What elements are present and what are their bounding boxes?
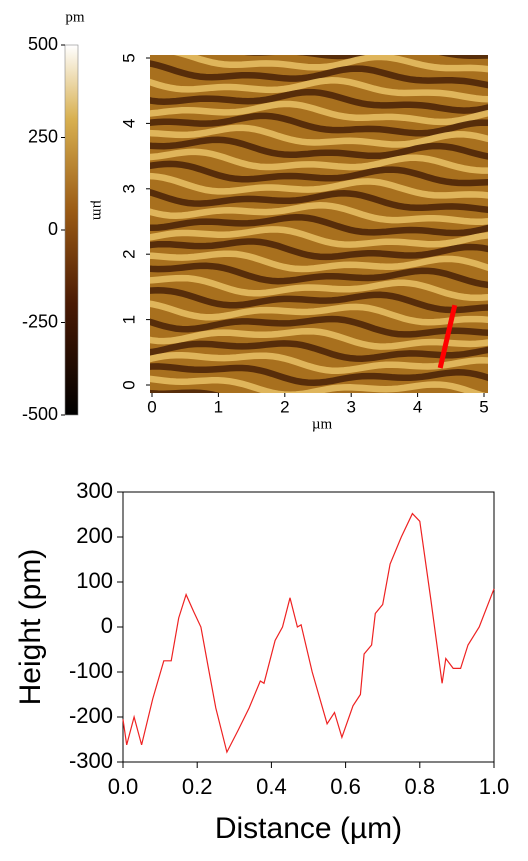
afm-stripe bbox=[150, 124, 488, 148]
y-tick-label: 1 bbox=[119, 315, 138, 324]
colorbar-tick-label: -500 bbox=[22, 404, 58, 424]
afm-stripe bbox=[150, 250, 488, 273]
y-tick-label: 5 bbox=[119, 53, 138, 62]
afm-stripe bbox=[173, 55, 488, 73]
x-tick-label: 1 bbox=[214, 397, 223, 416]
afm-stripe bbox=[150, 160, 488, 187]
afm-stripe bbox=[150, 363, 488, 387]
afm-stripe bbox=[150, 262, 488, 289]
colorbar-tick-label: 500 bbox=[28, 34, 58, 54]
afm-stripe bbox=[150, 112, 488, 137]
y-tick-label: 100 bbox=[76, 568, 113, 593]
y-tick-label: 300 bbox=[76, 478, 113, 503]
x-axis-label: Distance (µm) bbox=[215, 812, 402, 845]
plot-frame bbox=[122, 491, 495, 763]
afm-stripe bbox=[150, 202, 488, 225]
colorbar-tick-label: 0 bbox=[48, 219, 58, 239]
afm-stripe bbox=[150, 274, 488, 301]
afm-stripe bbox=[150, 375, 486, 393]
x-tick-label: 0 bbox=[147, 397, 156, 416]
y-axis-label: Height (pm) bbox=[14, 549, 47, 706]
data-line bbox=[122, 512, 495, 754]
colorbar-unit: pm bbox=[65, 9, 85, 25]
x-tick-label: 1.0 bbox=[479, 774, 510, 799]
colorbar bbox=[64, 44, 79, 416]
afm-stripe bbox=[150, 226, 488, 248]
afm-stripe bbox=[150, 100, 488, 126]
x-tick-label: 4 bbox=[413, 397, 422, 416]
y-tick-label: -300 bbox=[69, 748, 113, 773]
afm-stripe bbox=[150, 60, 488, 89]
x-tick-label: 0.6 bbox=[330, 774, 361, 799]
y-tick-label: -200 bbox=[69, 703, 113, 728]
x-tick-label: 5 bbox=[479, 397, 488, 416]
afm-stripe bbox=[150, 188, 488, 214]
afm-stripe bbox=[150, 136, 488, 160]
afm-stripe bbox=[150, 340, 488, 362]
y-tick-label: -100 bbox=[69, 658, 113, 683]
x-tick-label: 2 bbox=[280, 397, 289, 416]
colorbar-tick-label: -250 bbox=[22, 311, 58, 331]
afm-stripe bbox=[150, 287, 488, 314]
afm-stripe bbox=[150, 238, 488, 261]
x-tick-label: 0.2 bbox=[182, 774, 213, 799]
afm-stripe bbox=[150, 327, 488, 350]
afm-stripe bbox=[150, 88, 488, 114]
y-tick-label: 0 bbox=[119, 380, 138, 389]
y-tick-label: 2 bbox=[119, 249, 138, 258]
afm-stripe bbox=[150, 214, 488, 237]
y-tick-label: 3 bbox=[119, 184, 138, 193]
x-axis-label: µm bbox=[312, 416, 333, 432]
afm-stripe bbox=[150, 300, 488, 326]
y-tick-label: 0 bbox=[101, 613, 113, 638]
afm-stripe bbox=[150, 77, 488, 103]
afm-stripe bbox=[244, 55, 488, 60]
colorbar-tick-label: 250 bbox=[28, 126, 58, 146]
y-tick-label: 200 bbox=[76, 523, 113, 548]
afm-stripe bbox=[150, 389, 221, 393]
afm-stripe bbox=[150, 148, 488, 174]
afm-stripe bbox=[150, 315, 488, 338]
y-axis-label: µm bbox=[90, 200, 106, 221]
x-tick-label: 3 bbox=[346, 397, 355, 416]
x-tick-label: 0.4 bbox=[256, 774, 287, 799]
x-tick-label: 0.8 bbox=[405, 774, 436, 799]
profile-line bbox=[437, 304, 458, 369]
afm-image bbox=[150, 55, 488, 393]
x-tick-label: 0.0 bbox=[108, 774, 139, 799]
y-tick-label: 4 bbox=[119, 119, 138, 128]
afm-stripe bbox=[150, 172, 488, 199]
